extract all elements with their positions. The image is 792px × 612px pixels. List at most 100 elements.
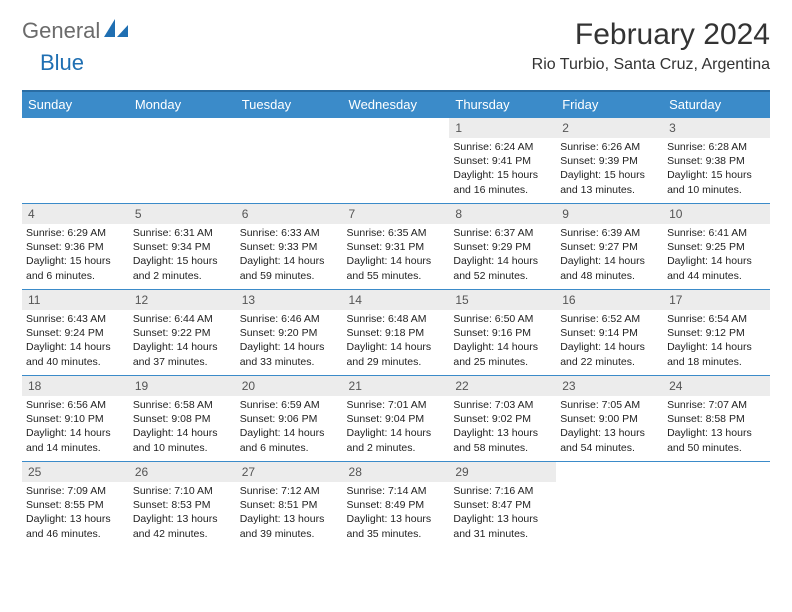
daylight-text: Daylight: 15 hours and 13 minutes. (560, 168, 659, 196)
day-body: Sunrise: 6:46 AMSunset: 9:20 PMDaylight:… (236, 310, 343, 373)
calendar-day-cell: 9Sunrise: 6:39 AMSunset: 9:27 PMDaylight… (556, 204, 663, 290)
calendar-day-cell: 25Sunrise: 7:09 AMSunset: 8:55 PMDayligh… (22, 462, 129, 548)
sunrise-text: Sunrise: 6:52 AM (560, 312, 659, 326)
day-body: Sunrise: 6:24 AMSunset: 9:41 PMDaylight:… (449, 138, 556, 201)
day-number: 14 (343, 290, 450, 310)
daylight-text: Daylight: 14 hours and 10 minutes. (133, 426, 232, 454)
sunset-text: Sunset: 9:25 PM (667, 240, 766, 254)
day-number: 19 (129, 376, 236, 396)
calendar-day-cell: 13Sunrise: 6:46 AMSunset: 9:20 PMDayligh… (236, 290, 343, 376)
sunset-text: Sunset: 9:24 PM (26, 326, 125, 340)
daylight-text: Daylight: 13 hours and 35 minutes. (347, 512, 446, 540)
daylight-text: Daylight: 14 hours and 14 minutes. (26, 426, 125, 454)
day-number: 29 (449, 462, 556, 482)
calendar-day-cell: 10Sunrise: 6:41 AMSunset: 9:25 PMDayligh… (663, 204, 770, 290)
day-number: 15 (449, 290, 556, 310)
day-number: 9 (556, 204, 663, 224)
day-body: Sunrise: 6:44 AMSunset: 9:22 PMDaylight:… (129, 310, 236, 373)
calendar-day-cell: 24Sunrise: 7:07 AMSunset: 8:58 PMDayligh… (663, 376, 770, 462)
daylight-text: Daylight: 13 hours and 46 minutes. (26, 512, 125, 540)
sunset-text: Sunset: 9:18 PM (347, 326, 446, 340)
calendar-day-cell: 5Sunrise: 6:31 AMSunset: 9:34 PMDaylight… (129, 204, 236, 290)
day-number: 21 (343, 376, 450, 396)
day-number: 5 (129, 204, 236, 224)
daylight-text: Daylight: 14 hours and 40 minutes. (26, 340, 125, 368)
day-number: 10 (663, 204, 770, 224)
sunset-text: Sunset: 9:39 PM (560, 154, 659, 168)
calendar-day-cell: 23Sunrise: 7:05 AMSunset: 9:00 PMDayligh… (556, 376, 663, 462)
calendar-body: 1Sunrise: 6:24 AMSunset: 9:41 PMDaylight… (22, 118, 770, 548)
sunrise-text: Sunrise: 6:56 AM (26, 398, 125, 412)
calendar-day-cell: 18Sunrise: 6:56 AMSunset: 9:10 PMDayligh… (22, 376, 129, 462)
day-body: Sunrise: 7:03 AMSunset: 9:02 PMDaylight:… (449, 396, 556, 459)
calendar-header-row: SundayMondayTuesdayWednesdayThursdayFrid… (22, 91, 770, 118)
calendar-week-row: 11Sunrise: 6:43 AMSunset: 9:24 PMDayligh… (22, 290, 770, 376)
calendar-day-cell: 6Sunrise: 6:33 AMSunset: 9:33 PMDaylight… (236, 204, 343, 290)
calendar-day-cell: 2Sunrise: 6:26 AMSunset: 9:39 PMDaylight… (556, 118, 663, 204)
day-number: 17 (663, 290, 770, 310)
day-body: Sunrise: 6:43 AMSunset: 9:24 PMDaylight:… (22, 310, 129, 373)
sunrise-text: Sunrise: 6:39 AM (560, 226, 659, 240)
sunrise-text: Sunrise: 7:09 AM (26, 484, 125, 498)
day-body: Sunrise: 7:09 AMSunset: 8:55 PMDaylight:… (22, 482, 129, 545)
sunrise-text: Sunrise: 6:41 AM (667, 226, 766, 240)
calendar-day-cell: 27Sunrise: 7:12 AMSunset: 8:51 PMDayligh… (236, 462, 343, 548)
day-body: Sunrise: 6:39 AMSunset: 9:27 PMDaylight:… (556, 224, 663, 287)
day-body: Sunrise: 6:56 AMSunset: 9:10 PMDaylight:… (22, 396, 129, 459)
day-header: Thursday (449, 91, 556, 118)
sunset-text: Sunset: 8:47 PM (453, 498, 552, 512)
sunset-text: Sunset: 9:33 PM (240, 240, 339, 254)
day-number: 27 (236, 462, 343, 482)
sunset-text: Sunset: 9:22 PM (133, 326, 232, 340)
sunset-text: Sunset: 9:16 PM (453, 326, 552, 340)
calendar-day-cell: 7Sunrise: 6:35 AMSunset: 9:31 PMDaylight… (343, 204, 450, 290)
sunset-text: Sunset: 8:55 PM (26, 498, 125, 512)
calendar-day-cell: 4Sunrise: 6:29 AMSunset: 9:36 PMDaylight… (22, 204, 129, 290)
calendar-table: SundayMondayTuesdayWednesdayThursdayFrid… (22, 90, 770, 548)
daylight-text: Daylight: 14 hours and 55 minutes. (347, 254, 446, 282)
day-number (22, 118, 129, 138)
daylight-text: Daylight: 13 hours and 54 minutes. (560, 426, 659, 454)
sunrise-text: Sunrise: 6:33 AM (240, 226, 339, 240)
day-body: Sunrise: 7:10 AMSunset: 8:53 PMDaylight:… (129, 482, 236, 545)
daylight-text: Daylight: 13 hours and 39 minutes. (240, 512, 339, 540)
calendar-day-cell (556, 462, 663, 548)
daylight-text: Daylight: 13 hours and 42 minutes. (133, 512, 232, 540)
sunrise-text: Sunrise: 6:59 AM (240, 398, 339, 412)
calendar-week-row: 18Sunrise: 6:56 AMSunset: 9:10 PMDayligh… (22, 376, 770, 462)
day-number: 28 (343, 462, 450, 482)
calendar-day-cell: 8Sunrise: 6:37 AMSunset: 9:29 PMDaylight… (449, 204, 556, 290)
daylight-text: Daylight: 14 hours and 29 minutes. (347, 340, 446, 368)
daylight-text: Daylight: 15 hours and 16 minutes. (453, 168, 552, 196)
sunset-text: Sunset: 8:49 PM (347, 498, 446, 512)
day-number: 7 (343, 204, 450, 224)
daylight-text: Daylight: 15 hours and 10 minutes. (667, 168, 766, 196)
day-body: Sunrise: 6:54 AMSunset: 9:12 PMDaylight:… (663, 310, 770, 373)
sunset-text: Sunset: 9:38 PM (667, 154, 766, 168)
sunset-text: Sunset: 9:06 PM (240, 412, 339, 426)
daylight-text: Daylight: 13 hours and 50 minutes. (667, 426, 766, 454)
calendar-day-cell: 14Sunrise: 6:48 AMSunset: 9:18 PMDayligh… (343, 290, 450, 376)
calendar-day-cell: 26Sunrise: 7:10 AMSunset: 8:53 PMDayligh… (129, 462, 236, 548)
calendar-day-cell: 12Sunrise: 6:44 AMSunset: 9:22 PMDayligh… (129, 290, 236, 376)
day-number (343, 118, 450, 138)
sunrise-text: Sunrise: 6:50 AM (453, 312, 552, 326)
day-number (663, 462, 770, 482)
day-header: Friday (556, 91, 663, 118)
calendar-day-cell (22, 118, 129, 204)
sunrise-text: Sunrise: 7:05 AM (560, 398, 659, 412)
logo-sail-icon (104, 19, 130, 44)
calendar-day-cell: 16Sunrise: 6:52 AMSunset: 9:14 PMDayligh… (556, 290, 663, 376)
sunset-text: Sunset: 8:58 PM (667, 412, 766, 426)
sunset-text: Sunset: 9:12 PM (667, 326, 766, 340)
daylight-text: Daylight: 14 hours and 33 minutes. (240, 340, 339, 368)
logo-text-1: General (22, 18, 100, 44)
day-number: 18 (22, 376, 129, 396)
sunrise-text: Sunrise: 7:01 AM (347, 398, 446, 412)
sunrise-text: Sunrise: 6:46 AM (240, 312, 339, 326)
sunrise-text: Sunrise: 7:10 AM (133, 484, 232, 498)
sunset-text: Sunset: 9:20 PM (240, 326, 339, 340)
logo-text-2: Blue (40, 50, 84, 75)
day-body: Sunrise: 6:52 AMSunset: 9:14 PMDaylight:… (556, 310, 663, 373)
day-body: Sunrise: 6:31 AMSunset: 9:34 PMDaylight:… (129, 224, 236, 287)
